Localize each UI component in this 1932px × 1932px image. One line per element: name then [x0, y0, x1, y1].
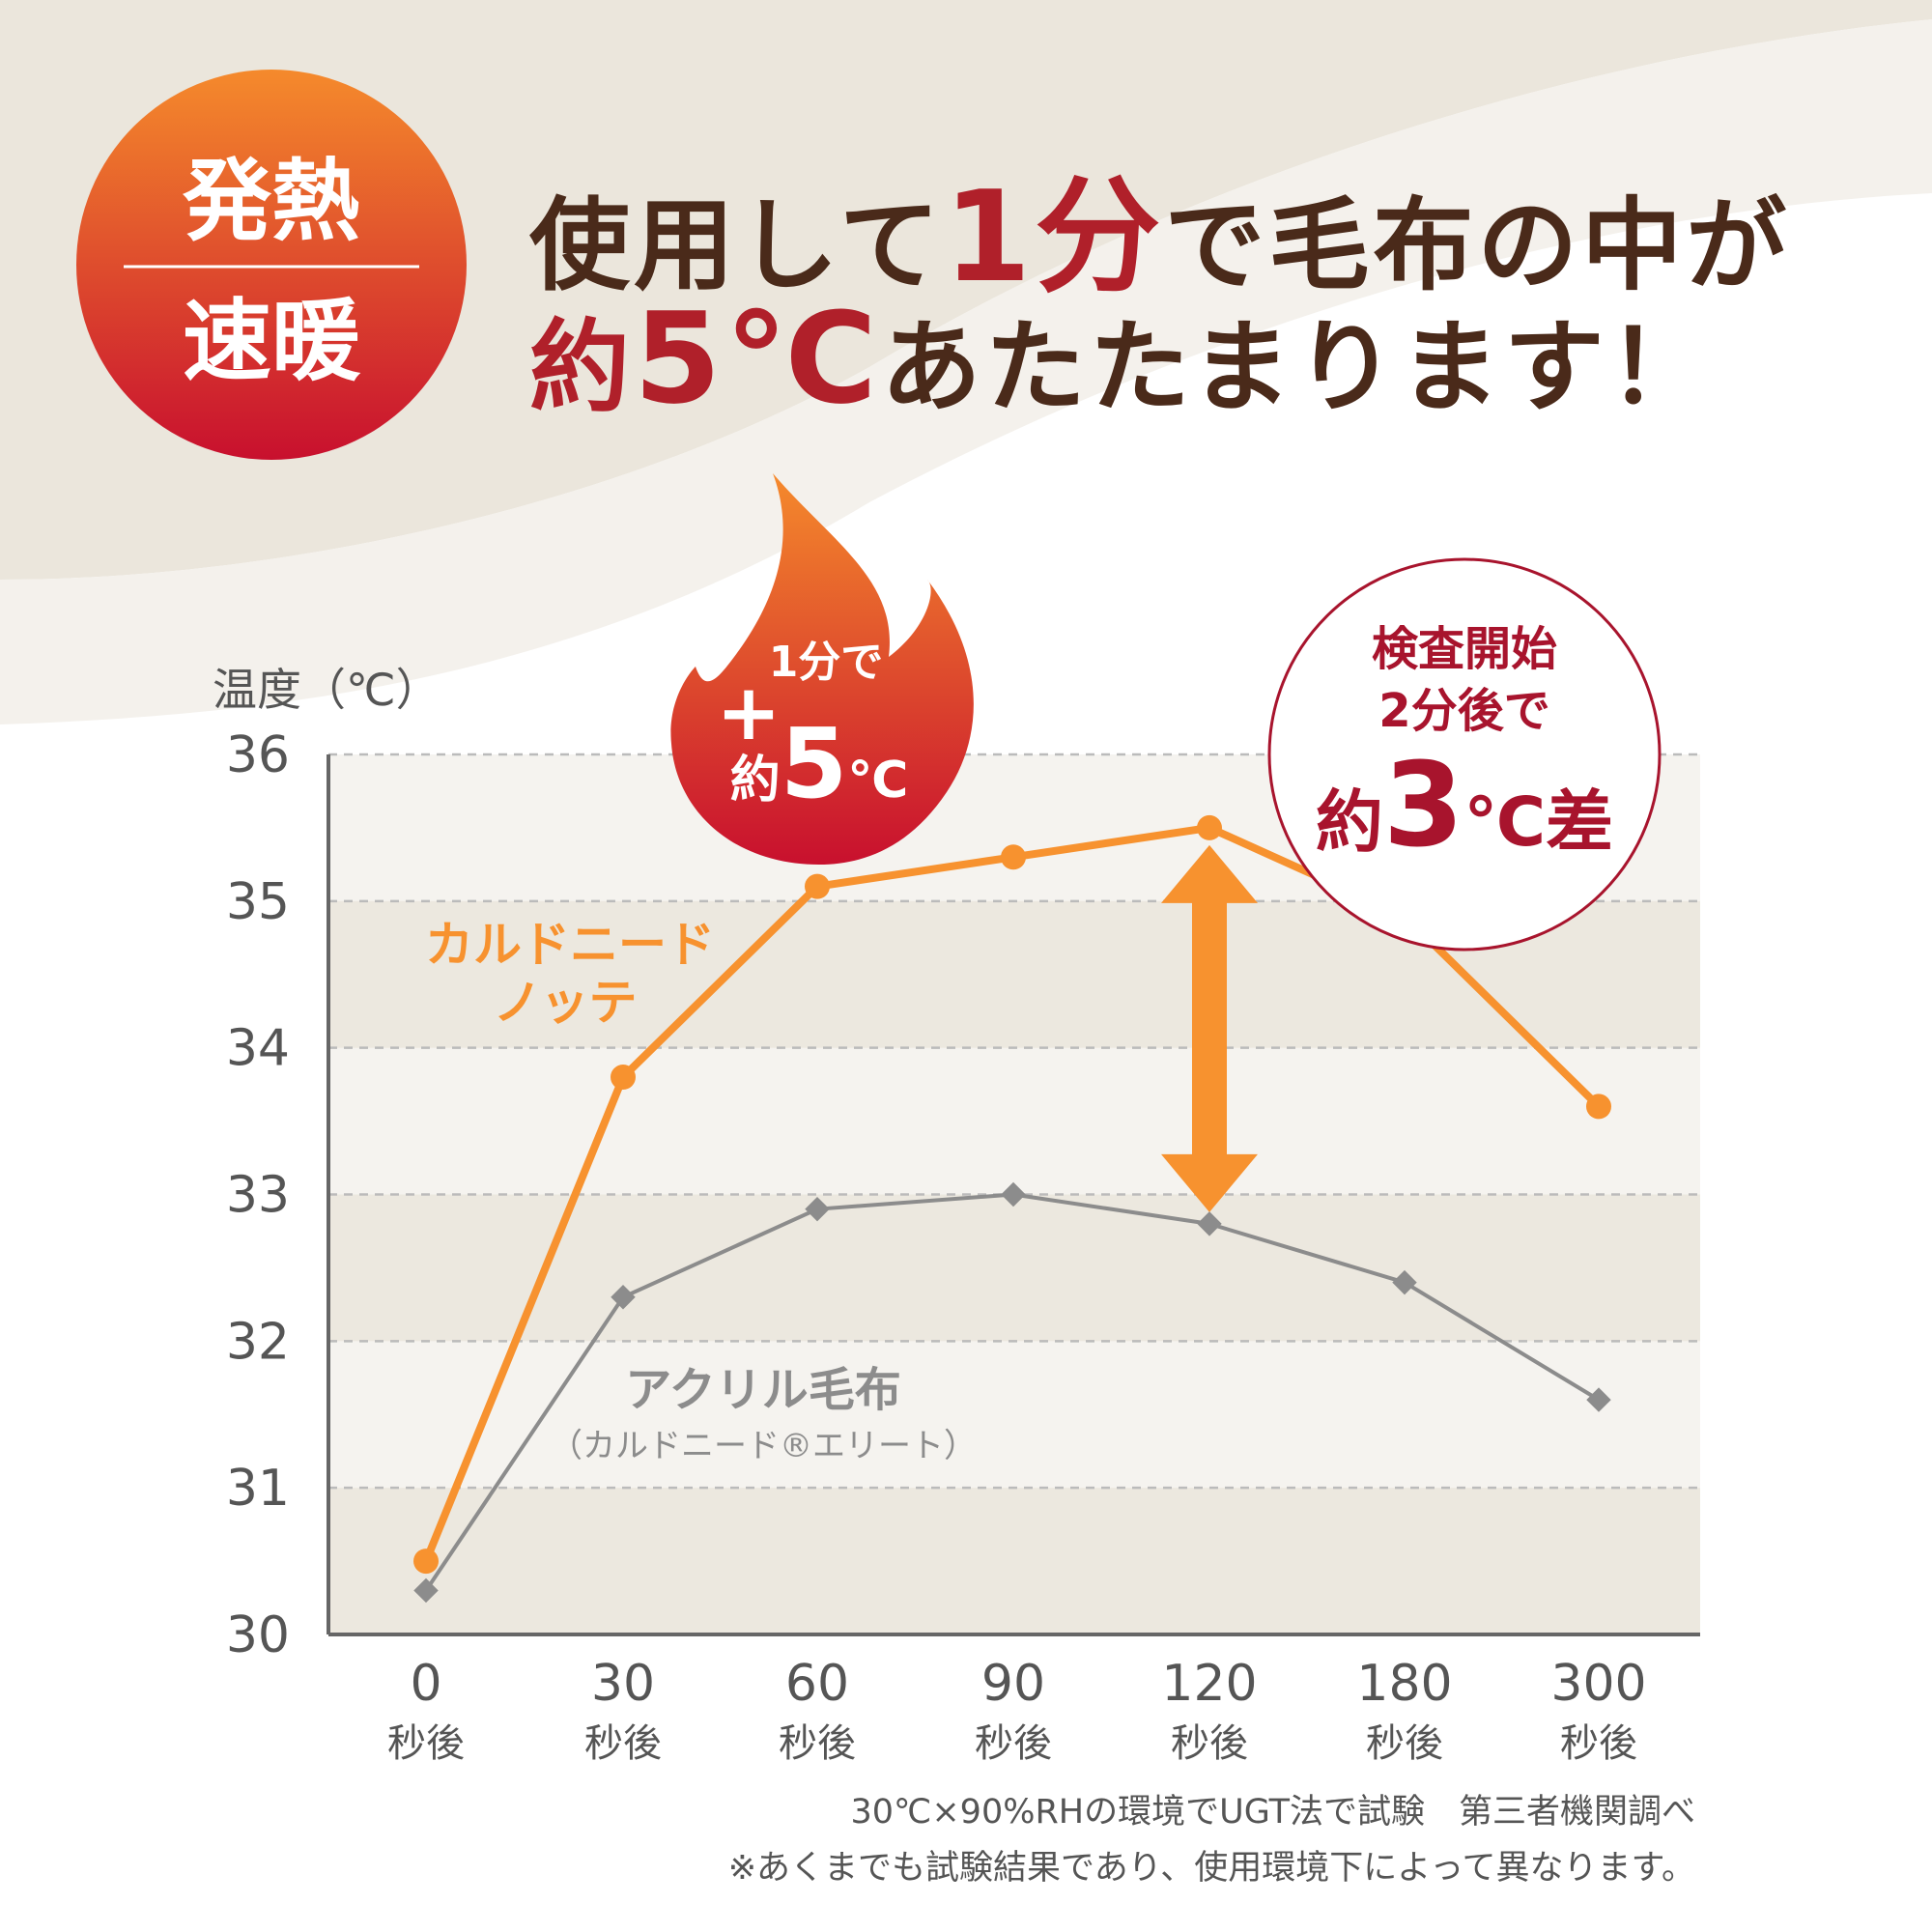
y-tick-label: 34 [226, 1020, 290, 1078]
data-point [1586, 1094, 1611, 1120]
headline-line2: 約5℃あたたまります！ [529, 285, 1713, 432]
x-tick-label: 180 [1356, 1655, 1452, 1713]
flame-line1: 1分で [769, 638, 884, 687]
x-tick-unit: 秒後 [1171, 1721, 1248, 1766]
flame-icon [670, 473, 974, 865]
data-point [805, 873, 830, 899]
x-tick-label: 90 [981, 1655, 1045, 1713]
badge-top: 発熱 [183, 150, 360, 253]
data-point [1001, 844, 1026, 870]
callout-circle [1267, 557, 1662, 952]
x-tick-unit: 秒後 [1366, 1721, 1443, 1766]
headline-line1: 使用して1分で毛布の中が [529, 163, 1791, 310]
background-wave-light [0, 19, 1932, 724]
y-tick-label: 33 [226, 1167, 290, 1225]
series-label-line2: （カルドニード®エリート） [550, 1427, 977, 1465]
footnote-1: 30℃×90%RHの環境でUGT法で試験 第三者機関調べ [851, 1793, 1695, 1832]
difference-arrow-icon [1161, 844, 1258, 1212]
x-tick-unit: 秒後 [584, 1721, 662, 1766]
series-label-line1: アクリル毛布 [625, 1363, 901, 1417]
plot-band [328, 1488, 1700, 1634]
callout-line3: 約3℃差 [1316, 739, 1613, 873]
y-tick-label: 35 [226, 873, 290, 931]
badge-circle [76, 70, 467, 460]
footnote-2: ※あくまでも試験結果であり、使用環境下によって異なります。 [728, 1849, 1695, 1888]
flame-plus: + [716, 668, 781, 757]
callout-line1: 検査開始 [1372, 622, 1557, 676]
plot-area: 30 31 32 33 34 35 36 温度（℃） 0 秒後 30 秒後 60 秒後 90 秒後 120 秒後 1… [213, 664, 1700, 1766]
data-point [413, 1548, 439, 1575]
y-tick-label: 31 [226, 1460, 290, 1518]
x-tick-label: 300 [1550, 1655, 1646, 1713]
x-tick-unit: 秒後 [779, 1721, 856, 1766]
x-tick-label: 120 [1161, 1655, 1257, 1713]
x-tick-unit: 秒後 [975, 1721, 1052, 1766]
y-tick-label: 36 [226, 726, 290, 784]
x-tick-label: 30 [591, 1655, 655, 1713]
data-point [611, 1065, 636, 1091]
data-point [1197, 814, 1222, 840]
y-axis-label: 温度（℃） [213, 664, 440, 716]
x-tick-label: 60 [785, 1655, 849, 1713]
flame-line2: 約5℃ [730, 707, 909, 820]
x-tick-label: 0 [410, 1655, 441, 1713]
x-tick-unit: 秒後 [387, 1721, 465, 1766]
series-label-line2: ノッテ [494, 975, 638, 1031]
series-label-line1: カルドニード [425, 917, 715, 973]
plot-band [328, 1194, 1700, 1342]
y-tick-label: 30 [226, 1606, 290, 1664]
badge-bottom: 速暖 [183, 290, 361, 393]
background-wave [0, 0, 1932, 580]
callout-line2: 2分後で [1378, 684, 1549, 738]
x-tick-unit: 秒後 [1560, 1721, 1637, 1766]
y-tick-label: 32 [226, 1313, 290, 1371]
